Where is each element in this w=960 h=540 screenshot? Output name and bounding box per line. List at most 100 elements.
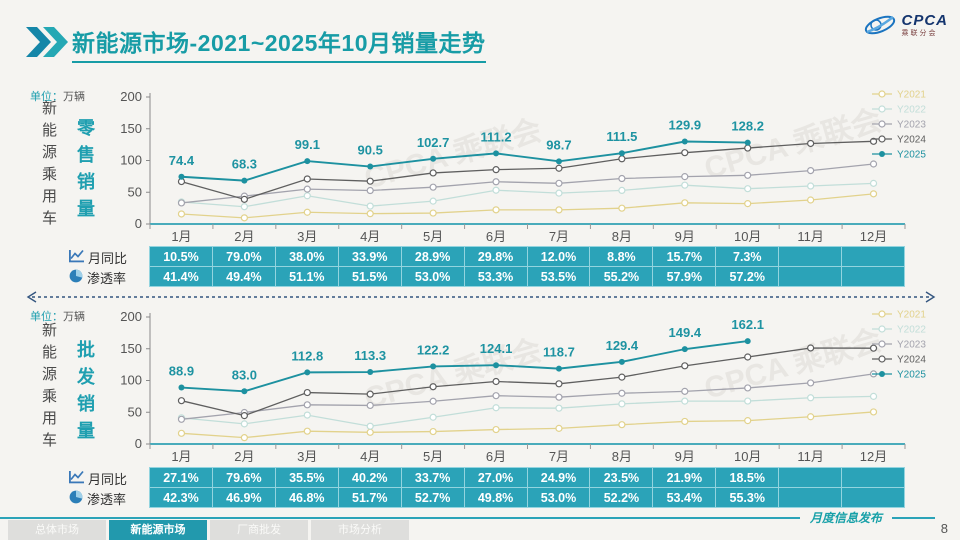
- data-point: [807, 196, 815, 204]
- data-point: [681, 417, 689, 426]
- series-line-Y2021: [181, 411, 874, 439]
- data-point: [430, 155, 437, 162]
- data-point: [493, 150, 500, 157]
- data-point: [177, 429, 186, 437]
- data-point: [429, 183, 437, 191]
- data-point: [555, 380, 563, 388]
- data-point: [618, 389, 626, 397]
- data-point: [869, 408, 878, 416]
- cpca-swoosh-icon: [865, 15, 896, 35]
- data-point: [303, 208, 311, 216]
- data-point: [744, 185, 752, 193]
- month-label: 4月: [360, 229, 380, 244]
- point-value-label: 74.4: [169, 153, 195, 168]
- data-point: [744, 353, 752, 361]
- double-chevron-icon: [26, 27, 68, 57]
- table-cell: [841, 467, 906, 488]
- y-axis-tick: 100: [120, 373, 142, 388]
- point-value-label: 128.2: [731, 119, 764, 134]
- data-point: [429, 397, 437, 405]
- data-point: [618, 358, 625, 365]
- table-cell: 53.3%: [463, 266, 528, 287]
- table-row: 月同比 10.5% 79.0% 38.0% 33.9% 28.9% 29.8% 12.0% 8.…: [65, 246, 906, 267]
- point-value-label: 149.4: [669, 325, 702, 340]
- table-cell: 51.1%: [274, 266, 339, 287]
- row-label: 渗透率: [65, 267, 150, 287]
- month-label: 9月: [675, 449, 695, 464]
- metric-label-wholesale: 批发销量: [75, 340, 95, 448]
- point-value-label: 83.0: [232, 367, 257, 382]
- point-value-label: 124.1: [480, 341, 513, 356]
- data-point: [367, 369, 374, 376]
- month-label: 8月: [612, 229, 632, 244]
- data-point: [241, 388, 248, 395]
- data-point: [744, 200, 752, 208]
- table-row: 渗透率 42.3% 46.9% 46.8% 51.7% 52.7% 49.8% 53.0% 52…: [65, 487, 906, 508]
- data-point: [807, 166, 815, 175]
- point-value-label: 112.8: [291, 348, 323, 363]
- table-cell: 33.9%: [337, 246, 402, 267]
- data-point: [744, 338, 751, 345]
- logo-text: CPCA: [901, 12, 948, 29]
- series-line-Y2025: [181, 340, 748, 393]
- point-value-label: 162.1: [731, 317, 764, 332]
- row-label: 月同比: [65, 468, 150, 488]
- data-point: [681, 149, 689, 157]
- data-point: [869, 160, 878, 168]
- data-point: [303, 175, 311, 183]
- data-point: [240, 434, 248, 442]
- table-cell: 46.9%: [211, 487, 276, 508]
- table-row: 渗透率 41.4% 49.4% 51.1% 51.5% 53.0% 53.3% 53.5% 55…: [65, 266, 906, 287]
- legend-item-Y2022: Y2022: [897, 325, 926, 336]
- data-point: [303, 401, 311, 409]
- data-point: [555, 424, 563, 432]
- table-cell: 42.3%: [149, 487, 213, 508]
- retail-data-table: 月同比 10.5% 79.0% 38.0% 33.9% 28.9% 29.8% 12.0% 8.…: [65, 246, 906, 287]
- month-label: 8月: [612, 449, 632, 464]
- nav-tab-市场分析[interactable]: 市场分析: [311, 520, 409, 540]
- data-point: [366, 401, 374, 410]
- point-value-label: 88.9: [169, 364, 194, 379]
- table-cell: [778, 266, 843, 287]
- table-cell: 29.8%: [463, 246, 528, 267]
- data-point: [240, 195, 248, 203]
- y-axis-tick: 150: [120, 121, 142, 136]
- nav-tab-厂商批发[interactable]: 厂商批发: [210, 520, 308, 540]
- data-point: [618, 400, 626, 408]
- data-point: [366, 202, 374, 210]
- month-label: 11月: [797, 229, 824, 244]
- data-point: [492, 425, 500, 434]
- table-cell: 28.9%: [400, 246, 465, 267]
- series-line-Y2024: [181, 140, 874, 201]
- nav-tab-新能源市场[interactable]: 新能源市场: [109, 520, 207, 540]
- data-point: [492, 392, 500, 400]
- table-cell: 52.2%: [589, 487, 654, 508]
- table-cell: 40.2%: [337, 467, 402, 488]
- data-point: [303, 192, 311, 200]
- table-cell: 53.0%: [400, 266, 465, 287]
- table-cell: 38.0%: [274, 246, 339, 267]
- data-point: [366, 390, 374, 398]
- unit-label-retail: 单位：万辆: [30, 91, 85, 103]
- pie-chart-icon: [69, 269, 83, 286]
- nav-tab-总体市场[interactable]: 总体市场: [8, 520, 106, 540]
- y-axis-tick: 200: [120, 89, 142, 104]
- table-cell: 10.5%: [149, 246, 213, 267]
- y-axis-tick: 0: [135, 436, 142, 451]
- data-point: [303, 427, 311, 435]
- data-point: [178, 384, 185, 391]
- data-point: [744, 417, 752, 425]
- data-point: [869, 190, 878, 198]
- table-cell: [841, 246, 906, 267]
- month-label: 4月: [360, 449, 380, 464]
- data-point: [555, 393, 563, 401]
- data-point: [681, 199, 689, 207]
- data-point: [618, 155, 626, 163]
- watermark: CPCA 乘联会: [361, 114, 545, 196]
- data-point: [618, 174, 626, 183]
- point-value-label: 129.9: [669, 118, 702, 133]
- y-axis-tick: 100: [120, 153, 142, 168]
- line-chart-icon: [69, 249, 84, 266]
